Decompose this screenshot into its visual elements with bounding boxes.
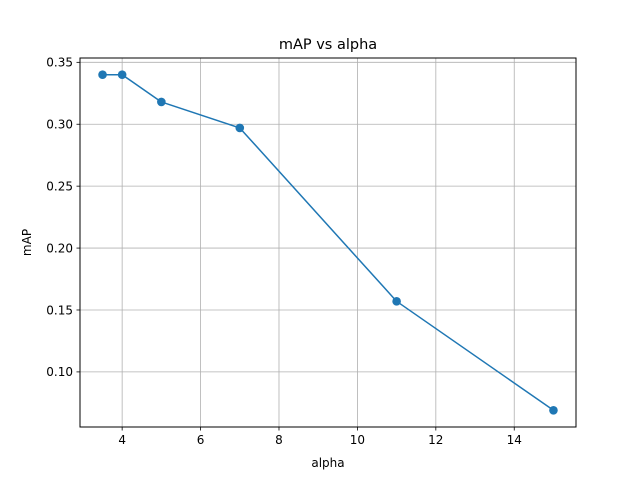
data-point [549,405,558,415]
x-tick-label: 14 [507,433,522,447]
series-points [98,70,558,415]
data-point [235,123,245,133]
y-tick-label: 0.15 [46,303,73,317]
y-tick-label: 0.25 [46,179,73,193]
x-tick-label: 10 [350,433,365,447]
data-point [392,297,401,306]
x-tick-label: 4 [118,433,126,447]
y-tick-label: 0.35 [46,56,73,70]
plot-frame [79,57,577,428]
grid-lines [80,58,576,427]
x-axis-label: alpha [311,456,344,470]
data-point [117,70,127,80]
y-tick-label: 0.10 [46,365,73,379]
chart-title: mAP vs alpha [279,37,377,53]
x-tick-label: 8 [275,433,283,447]
data-point [98,70,107,80]
y-axis-label: mAP [20,229,34,256]
x-tick-label: 12 [428,433,443,447]
y-tick-label: 0.20 [46,241,73,255]
x-tick-label: 6 [197,433,205,447]
y-tick-label: 0.30 [46,118,73,132]
x-axis-ticks: 4 6 8 10 12 14 [118,427,522,447]
y-axis-ticks: 0.10 0.15 0.20 0.25 0.30 0.35 [46,56,80,379]
data-point [157,97,166,107]
